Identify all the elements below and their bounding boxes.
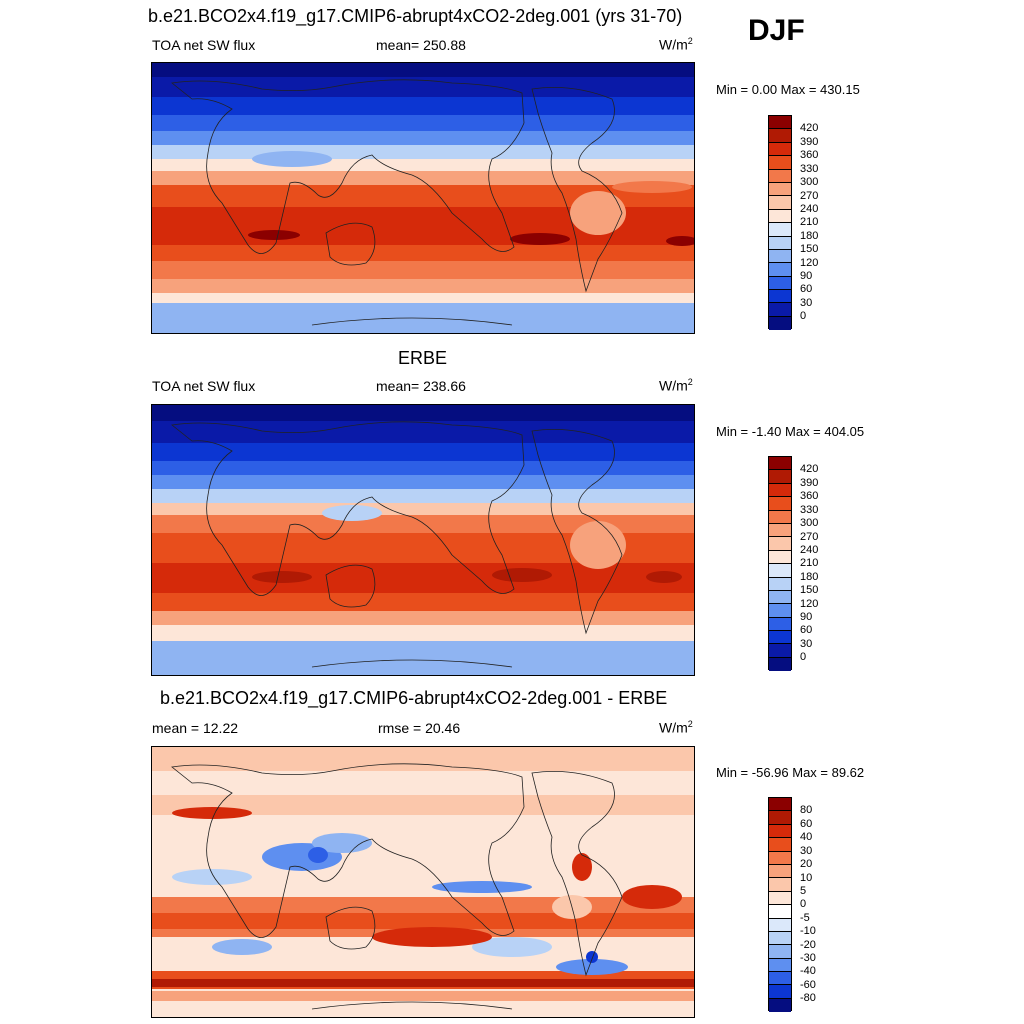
panel1-left-label: TOA net SW flux — [152, 37, 256, 53]
cb3-tick-30: 30 — [800, 845, 813, 857]
panel1-units: W/m2 — [659, 36, 693, 53]
panel3-map-field — [152, 747, 694, 1017]
panel3-colorbar — [768, 797, 792, 1013]
cb3-tick-60: 60 — [800, 818, 813, 830]
panel2-map — [151, 404, 695, 676]
cb2-tick-330: 330 — [800, 504, 819, 516]
cb1-tick-270: 270 — [800, 190, 819, 202]
cb3-tick-neg10: -10 — [800, 925, 816, 937]
panel2-left-label: TOA net SW flux — [152, 378, 256, 394]
panel2-minmax: Min = -1.40 Max = 404.05 — [716, 424, 865, 439]
cb2-tick-60: 60 — [800, 624, 813, 636]
cb1-tick-300: 300 — [800, 176, 819, 188]
cb2-tick-180: 180 — [800, 571, 819, 583]
season-label: DJF — [748, 14, 805, 47]
cb1-tick-60: 60 — [800, 283, 813, 295]
cb3-tick-0: 0 — [800, 898, 807, 910]
panel1-mean-label: mean= 250.88 — [376, 37, 466, 53]
cb2-tick-120: 120 — [800, 598, 819, 610]
cb3-tick-neg30: -30 — [800, 952, 816, 964]
cb1-tick-390: 390 — [800, 136, 819, 148]
cb3-tick-80: 80 — [800, 804, 813, 816]
cb3-tick-5: 5 — [800, 885, 807, 897]
panel3-rmse-label: rmse = 20.46 — [378, 720, 461, 736]
cb2-tick-390: 390 — [800, 477, 819, 489]
panel1-title: b.e21.BCO2x4.f19_g17.CMIP6-abrupt4xCO2-2… — [148, 6, 683, 26]
panel3-minmax: Min = -56.96 Max = 89.62 — [716, 765, 865, 780]
cb2-tick-30: 30 — [800, 638, 813, 650]
cb3-tick-20: 20 — [800, 858, 813, 870]
cb1-tick-150: 150 — [800, 243, 819, 255]
cb2-tick-360: 360 — [800, 490, 819, 502]
cb1-tick-0: 0 — [800, 310, 807, 322]
cb1-tick-210: 210 — [800, 216, 819, 228]
panel1-colorbar — [768, 115, 792, 331]
cb3-tick-neg80: -80 — [800, 992, 816, 1004]
cb3-tick-40: 40 — [800, 831, 813, 843]
cb1-tick-90: 90 — [800, 270, 813, 282]
cb2-tick-420: 420 — [800, 463, 819, 475]
cb3-tick-10: 10 — [800, 872, 813, 884]
cb2-tick-270: 270 — [800, 531, 819, 543]
panel3-mean-label: mean = 12.22 — [152, 720, 239, 736]
panel2-title: ERBE — [398, 348, 448, 368]
cb2-tick-210: 210 — [800, 557, 819, 569]
cb1-tick-30: 30 — [800, 297, 813, 309]
panel3-units: W/m2 — [659, 719, 693, 736]
panel3-title: b.e21.BCO2x4.f19_g17.CMIP6-abrupt4xCO2-2… — [160, 688, 668, 708]
cb2-tick-300: 300 — [800, 517, 819, 529]
cb3-tick-neg20: -20 — [800, 939, 816, 951]
cb3-tick-neg60: -60 — [800, 979, 816, 991]
panel1-map-field — [152, 63, 694, 333]
panel2-colorbar — [768, 456, 792, 672]
cb1-tick-180: 180 — [800, 230, 819, 242]
panel2-mean-label: mean= 238.66 — [376, 378, 466, 394]
cb3-tick-neg40: -40 — [800, 965, 816, 977]
panel3-map — [151, 746, 695, 1018]
cb2-tick-90: 90 — [800, 611, 813, 623]
cb1-tick-330: 330 — [800, 163, 819, 175]
cb2-tick-0: 0 — [800, 651, 807, 663]
cb2-tick-150: 150 — [800, 584, 819, 596]
cb1-tick-120: 120 — [800, 257, 819, 269]
cb3-tick-neg5: -5 — [800, 912, 810, 924]
panel1-minmax: Min = 0.00 Max = 430.15 — [716, 82, 860, 97]
cb1-tick-240: 240 — [800, 203, 819, 215]
cb1-tick-360: 360 — [800, 149, 819, 161]
panel2-map-field — [152, 405, 694, 675]
cb1-tick-420: 420 — [800, 122, 819, 134]
cb2-tick-240: 240 — [800, 544, 819, 556]
panel1-map — [151, 62, 695, 334]
panel2-units: W/m2 — [659, 377, 693, 394]
